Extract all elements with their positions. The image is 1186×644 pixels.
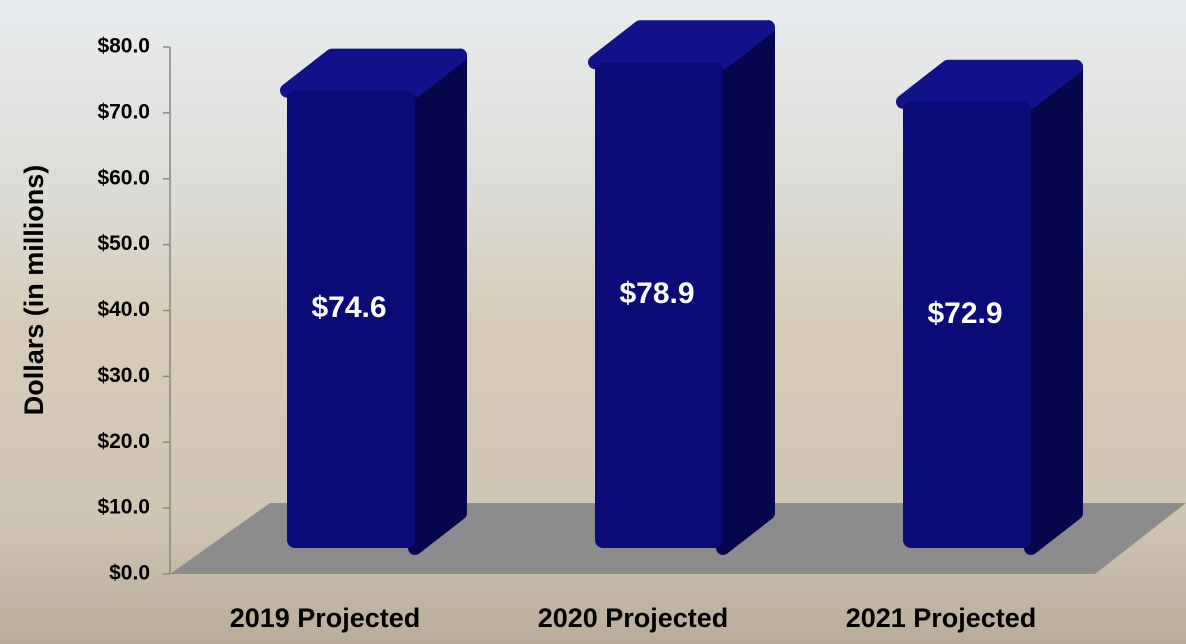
x-tick-label: 2019 Projected [230,603,421,633]
bar-side [716,20,775,555]
y-tick-label: $30.0 [97,364,150,387]
y-tick-label: $0.0 [109,562,150,585]
bar-side [1024,59,1083,555]
value-label: $78.9 [619,277,694,310]
x-tick-label: 2021 Projected [846,603,1037,633]
value-label: $74.6 [311,291,386,324]
y-tick-label: $10.0 [97,496,150,519]
x-tick-label: 2020 Projected [538,603,729,633]
bar [287,90,415,548]
value-label: $72.9 [927,297,1002,330]
y-tick-label: $60.0 [97,166,150,189]
y-axis-label: Dollars (in millions) [19,165,49,416]
y-tick-label: $80.0 [97,35,150,58]
y-tick-label: $70.0 [97,100,150,123]
bar [595,62,723,549]
bar [903,101,1031,549]
y-tick-label: $40.0 [97,298,150,321]
bar-side [408,48,467,555]
y-tick-label: $50.0 [97,232,150,255]
y-tick-label: $20.0 [97,430,150,453]
